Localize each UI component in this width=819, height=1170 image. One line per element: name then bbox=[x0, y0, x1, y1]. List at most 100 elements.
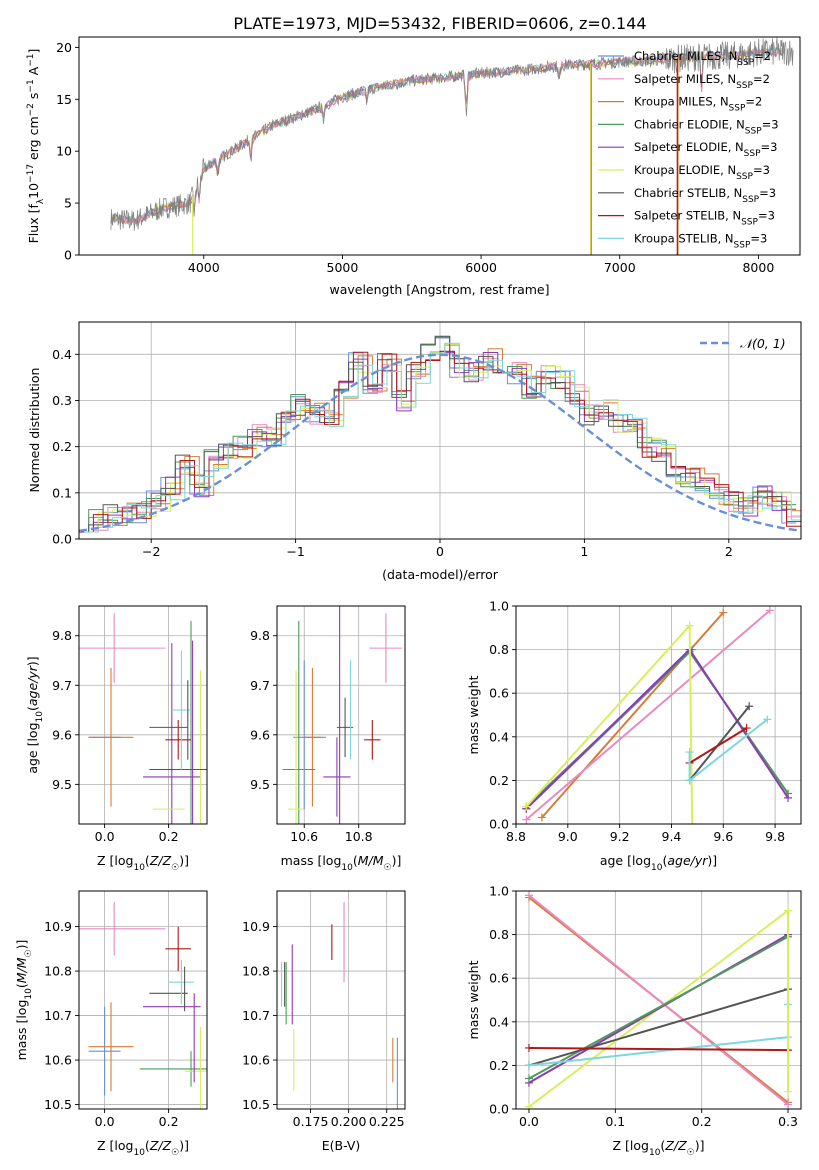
marker-kroupa_elodie bbox=[784, 1087, 793, 1096]
x-axis-label: Z [log10(Z/Z☉)] bbox=[97, 853, 189, 873]
x-tick-label: 0.200 bbox=[331, 1114, 367, 1129]
histogram-chabrier_elodie bbox=[79, 336, 797, 533]
y-axis-label: Normed distribution bbox=[27, 368, 42, 493]
marker-kroupa_miles bbox=[719, 608, 728, 617]
y-tick-label: 1.0 bbox=[489, 599, 509, 614]
observed-spectrum bbox=[110, 37, 794, 231]
legend-label-chabrier_elodie: Chabrier ELODIE, NSSP=3 bbox=[634, 117, 779, 136]
legend-label-kroupa_elodie: Kroupa ELODIE, NSSP=3 bbox=[634, 163, 770, 182]
histogram-kroupa_elodie bbox=[83, 343, 801, 533]
histogram-kroupa_stelib bbox=[83, 342, 801, 533]
marker-kroupa_elodie bbox=[688, 820, 697, 824]
spectrum-lines bbox=[110, 37, 794, 255]
series-line-kroupa_elodie bbox=[525, 623, 694, 824]
y-tick-label: 0.8 bbox=[489, 642, 509, 657]
y-tick-label: 0.2 bbox=[489, 1058, 509, 1073]
y-tick-label: 20 bbox=[56, 40, 72, 55]
y-tick-label: 9.8 bbox=[52, 628, 72, 643]
x-tick-label: 0.175 bbox=[293, 1114, 329, 1129]
series-line-chabrier_stelib bbox=[528, 988, 789, 1067]
y-axis-label: mass [log10(M/M☉)] bbox=[14, 940, 34, 1061]
y-tick-label: 10.7 bbox=[44, 1008, 72, 1023]
y-tick-label: 0 bbox=[64, 248, 72, 263]
x-tick-label: 6000 bbox=[465, 260, 497, 275]
marker-kroupa_stelib bbox=[685, 748, 694, 757]
legend-label-salpeter_miles: Salpeter MILES, NSSP=2 bbox=[634, 72, 770, 91]
x-tick-label: 0.1 bbox=[605, 1114, 625, 1129]
x-tick-label: 8.8 bbox=[506, 829, 526, 844]
axes-frame bbox=[515, 605, 802, 825]
marker-kroupa_miles bbox=[537, 813, 546, 822]
x-tick-label: 1 bbox=[580, 544, 588, 559]
x-tick-label: 0.3 bbox=[778, 1114, 798, 1129]
x-axis-label: mass [log10(M/M☉)] bbox=[281, 853, 402, 873]
figure-title: PLATE=1973, MJD=53432, FIBERID=0606, z=0… bbox=[233, 14, 646, 33]
y-tick-label: 9.5 bbox=[52, 777, 72, 792]
normal-curve bbox=[79, 353, 801, 533]
x-axis-label: age [log10(age/yr)] bbox=[600, 853, 717, 873]
y-axis-label: age [log10(age/yr)] bbox=[25, 656, 45, 773]
x-axis-label: Z [log10(Z/Z☉)] bbox=[97, 1138, 189, 1158]
marker-salpeter_miles bbox=[765, 606, 774, 615]
y-tick-label: 5 bbox=[64, 196, 72, 211]
y-tick-label: 0.6 bbox=[489, 971, 509, 986]
marker-kroupa_stelib bbox=[524, 1061, 533, 1070]
series-line-kroupa_stelib bbox=[528, 1036, 789, 1067]
y-tick-label: 10 bbox=[56, 144, 72, 159]
y-axis-label: mass weight bbox=[466, 675, 481, 754]
x-tick-label: 2 bbox=[725, 544, 733, 559]
y-tick-label: 0.2 bbox=[52, 439, 72, 454]
marker-salpeter_miles bbox=[524, 891, 533, 900]
x-axis-label: E(B-V) bbox=[322, 1138, 361, 1153]
error-bars bbox=[79, 613, 207, 824]
y-tick-label: 10.9 bbox=[242, 919, 270, 934]
mass-weight-lines bbox=[524, 891, 793, 1109]
x-tick-label: 9.6 bbox=[713, 829, 733, 844]
series-line-chabrier_stelib bbox=[688, 705, 750, 782]
marker-kroupa_elodie bbox=[522, 802, 531, 811]
series-line-chabrier_elodie bbox=[525, 650, 789, 808]
axes-frame bbox=[78, 605, 208, 825]
marker-chabrier_elodie bbox=[524, 1074, 533, 1083]
y-tick-label: 9.8 bbox=[250, 628, 270, 643]
panel-massweight_vs_age: 8.8 9.0 9.2 9.4 9.6 9.8 0.0 0.2 0.4 0.6 0.8 1.0 age … bbox=[466, 599, 802, 873]
y-tick-label: 0.3 bbox=[52, 393, 72, 408]
y-tick-label: 0.4 bbox=[489, 1014, 509, 1029]
axes-frame bbox=[78, 36, 801, 256]
histograms bbox=[79, 335, 801, 533]
x-tick-label: 9.4 bbox=[662, 829, 682, 844]
x-tick-label: 9.8 bbox=[765, 829, 785, 844]
x-tick-label: 0.0 bbox=[95, 1114, 115, 1129]
y-tick-label: 15 bbox=[56, 92, 72, 107]
y-tick-label: 0.0 bbox=[52, 532, 72, 547]
panel-residuals: −2 −1 0 1 2 0.0 0.1 0.2 0.3 0.4 (data-model)/error… bbox=[27, 321, 802, 582]
axes-frame bbox=[78, 890, 208, 1110]
histogram-chabrier_miles bbox=[79, 337, 797, 533]
panel-mass_vs_ebv: 0.175 0.200 0.225 10.5 10.6 10.7 10.8 10.9 E(B-V… bbox=[242, 890, 406, 1153]
legend-label-salpeter_stelib: Salpeter STELIB, NSSP=3 bbox=[634, 209, 775, 228]
x-tick-label: 0 bbox=[436, 544, 444, 559]
series-line-salpeter_stelib bbox=[689, 727, 748, 764]
series-line-salpeter_miles bbox=[528, 894, 789, 1106]
axes-frame bbox=[276, 605, 406, 825]
error-bars bbox=[79, 902, 207, 1109]
legend-label-chabrier_stelib: Chabrier STELIB, NSSP=3 bbox=[634, 186, 776, 205]
axes-frame bbox=[78, 321, 802, 540]
y-tick-label: 10.6 bbox=[44, 1053, 72, 1068]
y-axis-label: Flux [fλ10−17 erg cm−2 s−1 A−1] bbox=[26, 49, 46, 244]
x-tick-label: 4000 bbox=[188, 260, 220, 275]
error-bars bbox=[281, 902, 398, 1109]
panel-age_vs_Z: 0.0 0.2 9.5 9.6 9.7 9.8 Z [log10(Z/Z☉)] age [lo… bbox=[25, 605, 208, 873]
legend-label-kroupa_stelib: Kroupa STELIB, NSSP=3 bbox=[634, 231, 767, 250]
x-tick-label: 0.2 bbox=[692, 1114, 712, 1129]
panel-age_vs_mass: 10.6 10.8 9.5 9.6 9.7 9.8 mass [log10(M/M☉)] bbox=[250, 605, 406, 873]
series-line-salpeter_stelib bbox=[528, 1047, 789, 1052]
y-tick-label: 10.6 bbox=[242, 1053, 270, 1068]
x-tick-label: 10.8 bbox=[345, 829, 373, 844]
y-tick-label: 9.5 bbox=[250, 777, 270, 792]
marker-salpeter_stelib bbox=[524, 1043, 533, 1052]
y-tick-label: 0.0 bbox=[489, 1102, 509, 1117]
marker-salpeter_miles bbox=[522, 815, 531, 824]
